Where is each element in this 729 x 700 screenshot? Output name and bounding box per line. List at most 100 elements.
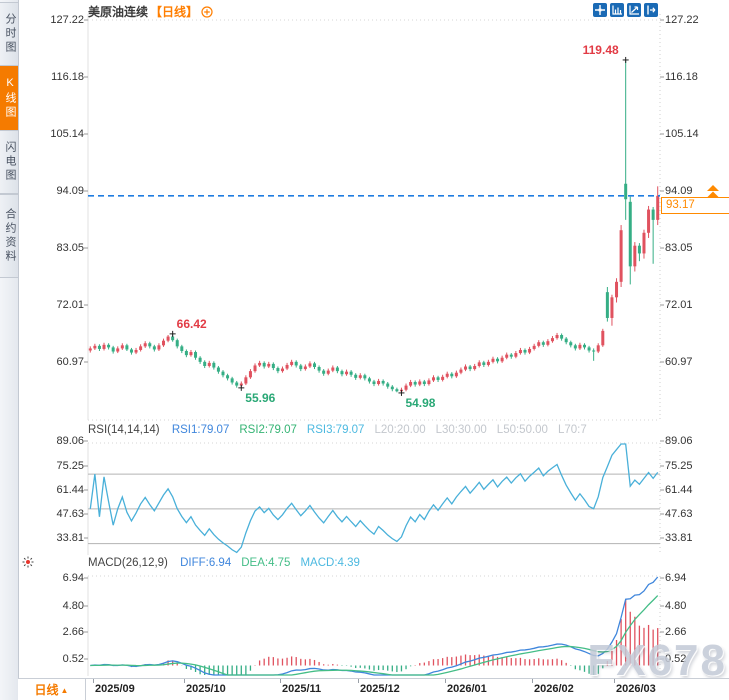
x-axis-month-label: 2026/01 <box>447 683 487 695</box>
candle-body <box>258 362 262 366</box>
candle-body <box>294 361 298 366</box>
candle-body <box>285 364 289 369</box>
candle-body <box>280 368 284 372</box>
candle-body <box>427 380 431 385</box>
candle-body <box>129 349 133 353</box>
macd-header: MACD(26,12,9) DIFF:6.94 DEA:4.75 MACD:4.39 <box>88 557 370 569</box>
candle-body <box>450 373 454 377</box>
price-axis-label: 72.01 <box>665 299 693 311</box>
candle-body <box>358 375 362 378</box>
scroll-to-price-marker[interactable] <box>707 185 719 191</box>
candle-body <box>162 340 166 346</box>
candle-body <box>642 232 646 254</box>
candle-body <box>582 344 586 348</box>
x-axis-month-label: 2025/09 <box>95 683 135 695</box>
candle-body <box>422 381 426 385</box>
candle-body <box>619 230 623 282</box>
sidebar-tab-kline[interactable]: K线图 <box>0 66 18 130</box>
candle-body <box>139 346 143 350</box>
rsi-value-6: L50:50.00 <box>496 424 548 436</box>
candle-body <box>175 340 179 347</box>
price-axis-label: 127.22 <box>50 14 84 26</box>
candle-body <box>143 343 147 347</box>
price-axis-label: 94.09 <box>665 185 693 197</box>
candle-body <box>514 353 518 357</box>
rsi-axis-label: 75.25 <box>665 460 693 472</box>
candle-body <box>313 363 317 368</box>
sidebar-tab-contract[interactable]: 合约资料 <box>0 194 18 278</box>
candle-body <box>496 358 500 362</box>
candle-body <box>459 369 463 373</box>
candle-body <box>605 292 609 318</box>
candle-body <box>303 366 307 370</box>
x-axis-month-label: 2025/12 <box>360 683 400 695</box>
chevron-up-icon: ▲ <box>60 686 69 695</box>
crosshair-icon[interactable] <box>593 3 607 17</box>
rsi-value-2: RSI2:79.07 <box>239 424 297 436</box>
candle-body <box>271 363 275 369</box>
candle-body <box>528 348 532 353</box>
candle-body <box>230 378 234 383</box>
macd-axis-label: 0.52 <box>62 653 84 665</box>
candle-body <box>111 347 115 352</box>
candle-body <box>491 358 495 362</box>
scale-chart-icon[interactable] <box>627 3 641 17</box>
macd-dea-line <box>90 595 659 676</box>
candle-body <box>345 371 349 375</box>
candle-body <box>326 370 330 374</box>
candle-body <box>381 380 385 384</box>
indicator-settings-icon[interactable] <box>22 555 34 573</box>
period-tag: 【日线】 <box>150 5 199 19</box>
candle-body <box>624 183 628 200</box>
price-axis-label: 60.97 <box>56 356 84 368</box>
scroll-to-price-marker[interactable] <box>707 191 719 198</box>
candle-body <box>253 365 257 372</box>
candle-body <box>587 347 591 351</box>
x-axis-tick <box>93 679 94 683</box>
x-axis-tick <box>184 679 185 683</box>
candle-body <box>276 368 280 372</box>
pan-right-icon[interactable] <box>644 3 658 17</box>
rsi-title: RSI(14,14,14) <box>88 424 160 436</box>
candle-body <box>125 345 129 350</box>
add-circle-icon[interactable] <box>201 6 213 21</box>
candle-body <box>610 297 614 318</box>
candle-body <box>477 362 481 366</box>
rsi-axis-label: 89.06 <box>56 435 84 447</box>
candle-body <box>395 389 399 392</box>
extreme-price-label: 54.98 <box>405 396 435 410</box>
price-axis-label: 83.05 <box>665 242 693 254</box>
candle-body <box>656 195 660 220</box>
candle-body <box>473 365 477 370</box>
sidebar: 分时图 K线图 闪电图 合约资料 <box>0 0 19 700</box>
candle-body <box>500 357 504 362</box>
candle-body <box>363 375 367 379</box>
x-axis-tick <box>445 679 446 683</box>
candle-body <box>267 363 271 367</box>
candle-body <box>592 350 596 352</box>
candle-body <box>546 341 550 345</box>
candle-body <box>120 345 124 349</box>
candle-body <box>235 382 239 386</box>
candle-body <box>482 362 486 365</box>
zoom-fit-icon[interactable] <box>610 3 624 17</box>
candle-body <box>523 349 527 353</box>
candle-body <box>290 361 294 365</box>
x-axis-tick <box>532 679 533 683</box>
sidebar-tab-flash[interactable]: 闪电图 <box>0 130 18 194</box>
candle-body <box>107 344 111 348</box>
candle-body <box>212 362 216 368</box>
price-axis-label: 83.05 <box>56 242 84 254</box>
candle-body <box>244 377 248 384</box>
x-axis-tick <box>614 679 615 683</box>
macd-title: MACD(26,12,9) <box>88 557 168 569</box>
sidebar-tab-timeline[interactable]: 分时图 <box>0 2 18 66</box>
rsi-value-1: RSI1:79.07 <box>171 424 230 436</box>
watermark: FX678 <box>587 636 727 685</box>
extreme-price-label: 119.48 <box>583 43 619 57</box>
period-selector[interactable]: 日线 ▲ <box>18 679 86 700</box>
candle-body <box>180 346 184 352</box>
rsi-value-7: L70:7 <box>557 424 587 436</box>
